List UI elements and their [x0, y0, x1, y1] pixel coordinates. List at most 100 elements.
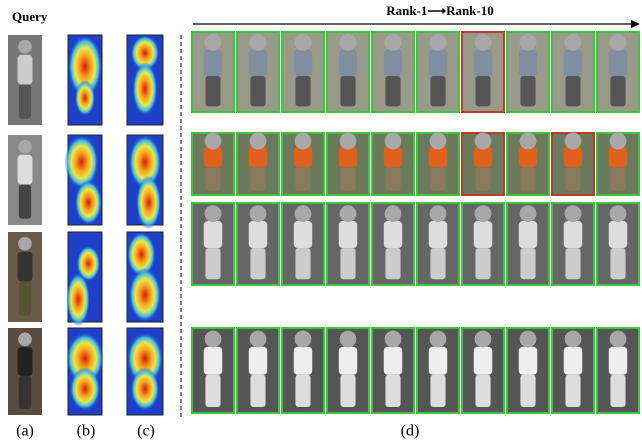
legs	[475, 167, 490, 191]
torso	[294, 347, 312, 375]
person-image	[417, 133, 459, 195]
person-image	[507, 32, 549, 112]
person-image	[462, 203, 504, 285]
person-image	[8, 232, 42, 322]
face-blur	[250, 205, 267, 222]
torso	[339, 347, 357, 375]
torso	[249, 147, 267, 167]
person-image	[237, 203, 279, 285]
face-blur	[430, 205, 447, 222]
heat-blob	[132, 62, 157, 116]
torso	[609, 147, 627, 167]
legs	[205, 375, 220, 407]
caption: (b)	[77, 423, 96, 440]
images	[8, 32, 639, 415]
heat-blob	[136, 176, 161, 230]
face-blur	[430, 34, 447, 51]
legs	[430, 375, 445, 407]
legs	[520, 375, 535, 407]
legs	[340, 76, 355, 106]
heatmap	[127, 328, 163, 415]
torso	[609, 50, 627, 76]
torso	[564, 347, 582, 375]
face-blur	[610, 205, 627, 222]
person-image	[327, 32, 369, 112]
person-image	[597, 203, 639, 285]
legs	[295, 248, 310, 279]
face-blur	[610, 34, 627, 51]
person-image	[372, 203, 414, 285]
face-blur	[565, 331, 582, 348]
heat-blob	[75, 180, 102, 225]
legs	[250, 76, 265, 106]
caption: (c)	[137, 423, 155, 440]
legs	[205, 167, 220, 191]
legs	[250, 248, 265, 279]
torso	[564, 221, 582, 248]
face-blur	[340, 133, 357, 150]
person-image	[192, 328, 234, 413]
rank-label: Rank-1⟶Rank-10	[386, 3, 494, 18]
face-blur	[205, 34, 222, 51]
person-image	[8, 35, 42, 125]
torso	[249, 50, 267, 76]
person-image	[8, 328, 42, 415]
torso	[429, 147, 447, 167]
torso	[474, 147, 492, 167]
legs	[565, 167, 580, 191]
face-blur	[520, 34, 537, 51]
torso	[294, 50, 312, 76]
heatmap	[127, 135, 163, 230]
face-blur	[295, 34, 312, 51]
person-image	[282, 133, 324, 195]
person-image	[507, 203, 549, 285]
person-image	[237, 133, 279, 195]
legs	[295, 76, 310, 106]
legs	[430, 248, 445, 279]
face-blur	[340, 205, 357, 222]
legs	[430, 76, 445, 106]
torso	[519, 221, 537, 248]
torso	[204, 347, 222, 375]
legs	[385, 375, 400, 407]
face-blur	[250, 331, 267, 348]
face-blur	[205, 331, 222, 348]
torso	[294, 221, 312, 248]
figure: Query Rank-1⟶Rank-10 (a) (b) (c) (d)	[0, 0, 642, 441]
query-label: Query	[12, 9, 48, 24]
face-blur	[520, 133, 537, 150]
legs	[610, 375, 625, 407]
torso	[18, 155, 33, 185]
face-blur	[565, 205, 582, 222]
face-blur	[565, 133, 582, 150]
torso	[18, 252, 33, 282]
heat-blob	[65, 135, 99, 189]
person-image	[237, 328, 279, 413]
legs	[19, 376, 31, 409]
face-blur	[385, 205, 402, 222]
legs	[19, 85, 31, 119]
person-image	[372, 32, 414, 112]
legs	[475, 248, 490, 279]
torso	[474, 221, 492, 248]
person-image	[282, 203, 324, 285]
legs	[205, 248, 220, 279]
face-blur	[18, 237, 32, 251]
torso	[204, 221, 222, 248]
heatmap	[127, 35, 163, 125]
legs	[385, 167, 400, 191]
torso	[519, 147, 537, 167]
face-blur	[475, 133, 492, 150]
torso	[384, 347, 402, 375]
heatmap	[66, 328, 103, 415]
face-blur	[475, 205, 492, 222]
legs	[19, 185, 31, 219]
heat-blob	[129, 268, 161, 322]
torso	[204, 147, 222, 167]
person-image	[192, 32, 234, 112]
heatmap	[65, 135, 102, 225]
legs	[610, 248, 625, 279]
heatmap	[68, 35, 102, 125]
person-image	[507, 133, 549, 195]
face-blur	[520, 205, 537, 222]
